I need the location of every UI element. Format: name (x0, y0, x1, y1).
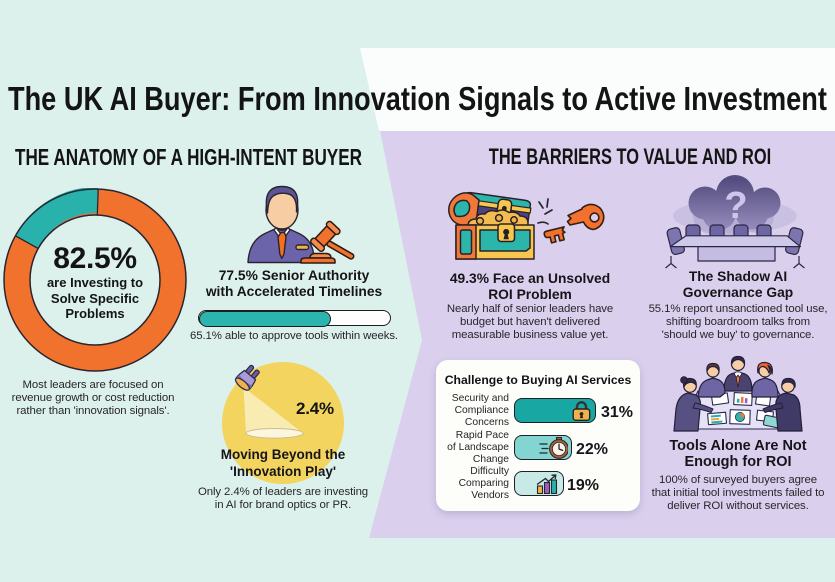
svg-text:?: ? (724, 185, 747, 227)
